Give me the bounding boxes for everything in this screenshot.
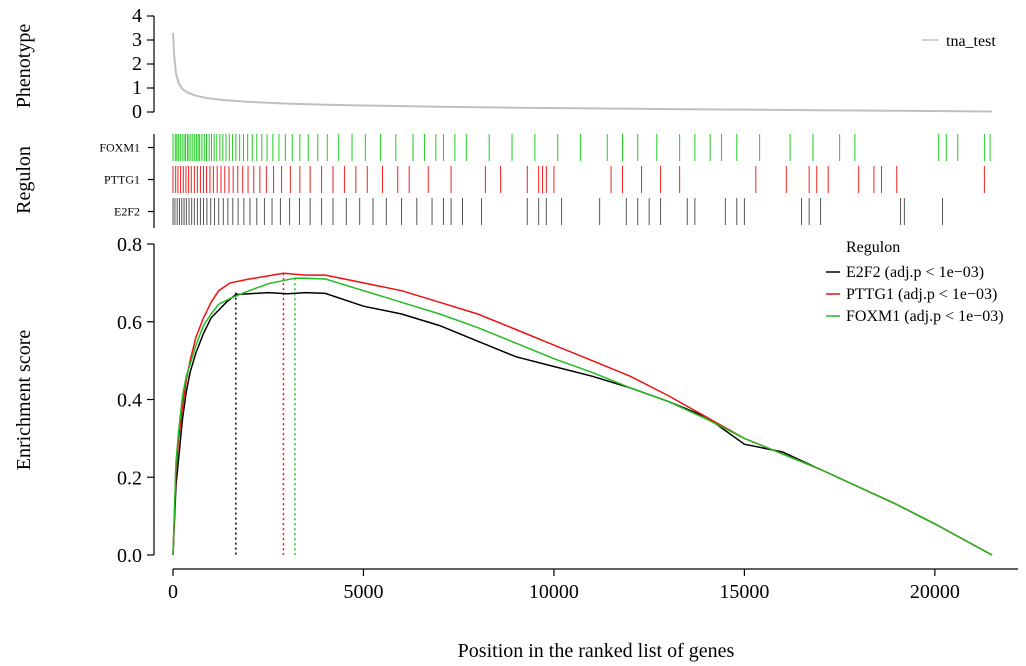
- phenotype-y-tick-label: 1: [132, 77, 142, 99]
- enrichment-line: [172, 291, 993, 556]
- phenotype-y-tick-label: 0: [132, 101, 142, 123]
- x-axis-ticks: 0 5000 10000 15000 20000: [168, 569, 960, 603]
- legend-entry: PTTG1 (adj.p < 1e−03): [846, 286, 997, 303]
- enrichment-y-tick-label: 0.4: [117, 390, 142, 412]
- x-axis-tick-label: 20000: [910, 581, 960, 603]
- enrichment-panel: Enrichment score 0.0 0.2 0.4 0.6 0.8 0 5000 10…: [13, 234, 1018, 662]
- phenotype-line: [172, 32, 993, 113]
- phenotype-ylabel: Phenotype: [13, 24, 35, 109]
- legend-title: Regulon: [846, 239, 900, 256]
- x-axis-tick-label: 10000: [529, 581, 579, 603]
- enrichment-y-tick-label: 0.8: [117, 234, 142, 256]
- phenotype-y-tick-label: 2: [132, 53, 142, 75]
- enrichment-line: [172, 277, 993, 556]
- enrichment-y-tick-label: 0.2: [117, 467, 142, 489]
- phenotype-y-tick-label: 3: [132, 29, 142, 51]
- phenotype-y-tick-label: 4: [132, 5, 142, 27]
- phenotype-legend-label: tna_test: [946, 33, 996, 50]
- enrichment-legend: Regulon E2F2 (adj.p < 1e−03) PTTG1 (adj.p…: [826, 239, 1004, 325]
- x-axis-tick-label: 15000: [719, 581, 769, 603]
- regulon-row-label: E2F2: [114, 205, 140, 219]
- enrichment-y-ticks: 0.0 0.2 0.4 0.6 0.8: [117, 234, 154, 567]
- enrichment-y-tick-label: 0.0: [117, 545, 142, 567]
- regulon-row-label: FOXM1: [99, 141, 140, 155]
- enrichment-ylabel: Enrichment score: [13, 330, 35, 471]
- regulon-hits: [172, 134, 991, 225]
- legend-entry: E2F2 (adj.p < 1e−03): [846, 264, 984, 281]
- x-axis-tick-label: 0: [168, 581, 178, 603]
- regulon-ylabel: Regulon: [13, 146, 35, 214]
- x-axis-label: Position in the ranked list of genes: [458, 640, 735, 662]
- enrichment-peak-lines: [235, 273, 296, 555]
- regulon-row-label: PTTG1: [104, 173, 140, 187]
- x-axis-tick-label: 5000: [343, 581, 383, 603]
- regulon-row-labels: FOXM1 PTTG1 E2F2: [99, 141, 154, 219]
- enrichment-y-tick-label: 0.6: [117, 312, 142, 334]
- regulon-track: Regulon FOXM1 PTTG1 E2F2: [13, 134, 991, 228]
- legend-entry: FOXM1 (adj.p < 1e−03): [846, 308, 1004, 325]
- enrichment-lines: [172, 272, 993, 556]
